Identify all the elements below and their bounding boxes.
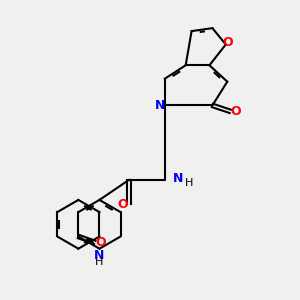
Text: O: O bbox=[117, 199, 128, 212]
Text: H: H bbox=[95, 257, 104, 267]
Text: O: O bbox=[230, 105, 241, 118]
Text: N: N bbox=[94, 249, 105, 262]
Text: N: N bbox=[155, 99, 166, 112]
Text: O: O bbox=[95, 236, 106, 249]
Text: N: N bbox=[173, 172, 183, 185]
Text: H: H bbox=[184, 178, 193, 188]
Text: O: O bbox=[223, 37, 233, 50]
